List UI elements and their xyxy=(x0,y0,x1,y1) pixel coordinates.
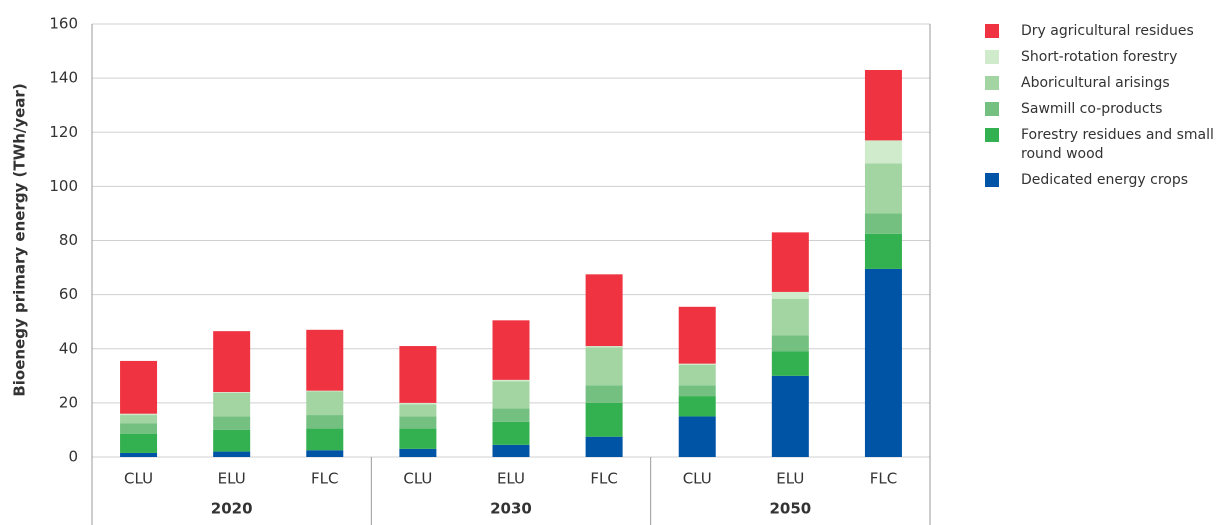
bar-segment xyxy=(120,452,158,457)
legend-item: Short-rotation forestry xyxy=(985,48,1225,67)
legend-swatch xyxy=(985,24,999,38)
group-label: 2050 xyxy=(769,500,811,518)
bar-segment xyxy=(492,379,530,382)
legend-item: Aboricultural arisings xyxy=(985,74,1225,93)
bar-segment xyxy=(306,329,344,391)
legend-label: Dry agricultural residues xyxy=(1021,23,1194,39)
bar-segment xyxy=(678,385,716,397)
group-label: 2030 xyxy=(490,500,532,518)
bar-segment xyxy=(492,320,530,380)
x-tick-label: CLU xyxy=(124,470,153,488)
y-tick-label: 160 xyxy=(49,15,78,33)
legend: Dry agricultural residues Short-rotation … xyxy=(985,22,1225,197)
bar-segment xyxy=(771,232,809,292)
y-tick-label: 0 xyxy=(68,448,78,466)
legend-label: Dedicated energy crops xyxy=(1021,172,1189,188)
y-tick-label: 100 xyxy=(49,177,78,195)
bar-segment xyxy=(771,291,809,299)
legend-label: Forestry residues and small round wood xyxy=(1021,127,1214,162)
bar-segment xyxy=(771,375,809,457)
bar-segment xyxy=(678,396,716,417)
bar-segment xyxy=(585,346,623,348)
x-tick-label: CLU xyxy=(403,470,432,488)
bar-segment xyxy=(678,364,716,386)
x-tick-label: ELU xyxy=(218,470,246,488)
x-tick-label: FLC xyxy=(870,470,897,488)
bar-segment xyxy=(492,381,530,409)
bar-segment xyxy=(120,415,158,424)
bar-segment xyxy=(492,444,530,457)
bar-segment xyxy=(399,448,437,457)
legend-item: Forestry residues and small round wood xyxy=(985,126,1225,164)
bar-segment xyxy=(585,347,623,386)
bar-segment xyxy=(678,306,716,364)
bar-segment xyxy=(306,428,344,451)
bar-segment xyxy=(492,421,530,445)
legend-label: Sawmill co-products xyxy=(1021,101,1163,117)
legend-label: Short-rotation forestry xyxy=(1021,49,1178,65)
bar-segment xyxy=(864,233,902,269)
bar-segment xyxy=(120,423,158,434)
bar-segment xyxy=(213,451,251,457)
y-tick-label: 120 xyxy=(49,123,78,141)
bar-segment xyxy=(864,163,902,214)
bar-segment xyxy=(399,428,437,449)
bar-segment xyxy=(678,363,716,365)
bar-segment xyxy=(213,416,251,430)
bar-segment xyxy=(213,392,251,417)
x-tick-label: ELU xyxy=(776,470,804,488)
bar-segment xyxy=(213,331,251,393)
bar-segment xyxy=(120,360,158,414)
legend-swatch xyxy=(985,76,999,90)
bar-segment xyxy=(678,416,716,457)
legend-swatch xyxy=(985,128,999,142)
bar-segment xyxy=(399,416,437,429)
y-tick-label: 80 xyxy=(59,231,78,249)
bar-segment xyxy=(585,402,623,437)
y-tick-label: 60 xyxy=(59,285,78,303)
legend-item: Sawmill co-products xyxy=(985,100,1225,119)
bar-segment xyxy=(399,404,437,417)
bar-segment xyxy=(399,346,437,403)
bar-segment xyxy=(306,390,344,392)
legend-swatch xyxy=(985,102,999,116)
bar-segment xyxy=(399,402,437,405)
x-tick-label: ELU xyxy=(497,470,525,488)
bar-segment xyxy=(120,433,158,453)
bar-segment xyxy=(771,298,809,336)
legend-label: Aboricultural arisings xyxy=(1021,75,1170,91)
group-label: 2020 xyxy=(211,500,253,518)
bar-segment xyxy=(864,268,902,457)
bar-segment xyxy=(864,213,902,234)
y-tick-label: 20 xyxy=(59,393,78,411)
legend-swatch xyxy=(985,50,999,64)
bar-segment xyxy=(864,70,902,141)
bar-segment xyxy=(771,335,809,352)
bar-segment xyxy=(120,413,158,416)
legend-item: Dedicated energy crops xyxy=(985,171,1225,190)
bar-segment xyxy=(213,429,251,452)
legend-item: Dry agricultural residues xyxy=(985,22,1225,41)
x-tick-label: CLU xyxy=(683,470,712,488)
legend-swatch xyxy=(985,173,999,187)
bar-segment xyxy=(306,391,344,416)
bar-segment xyxy=(585,274,623,347)
bar-segment xyxy=(306,415,344,429)
y-tick-label: 140 xyxy=(49,69,78,87)
bar-segment xyxy=(492,408,530,422)
y-axis-title: Bioenegy primary energy (TWh/year) xyxy=(11,83,29,396)
bar-segment xyxy=(771,351,809,376)
x-tick-label: FLC xyxy=(590,470,617,488)
bar-segment xyxy=(306,450,344,457)
bar-segment xyxy=(585,385,623,403)
x-tick-label: FLC xyxy=(311,470,338,488)
y-tick-label: 40 xyxy=(59,339,78,357)
bar-segment xyxy=(864,140,902,164)
bar-segment xyxy=(213,392,251,393)
bar-segment xyxy=(585,436,623,457)
